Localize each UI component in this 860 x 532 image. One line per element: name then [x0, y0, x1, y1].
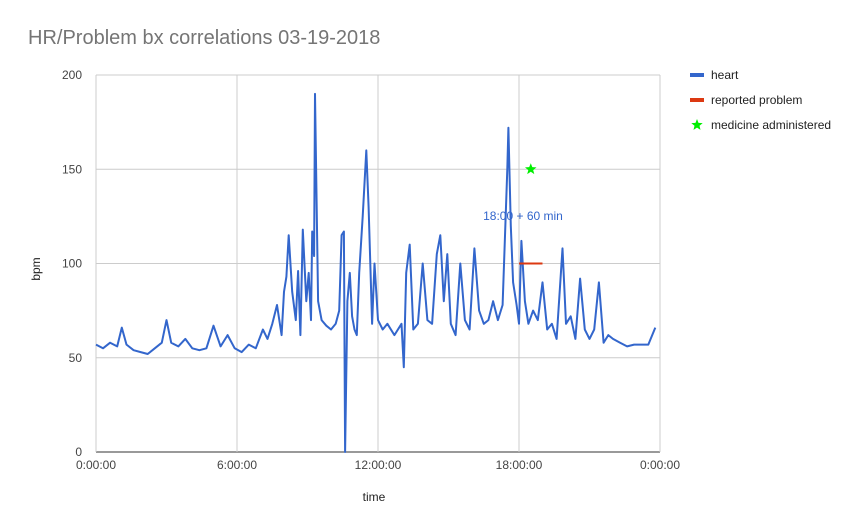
- x-tick-label: 0:00:00: [76, 458, 116, 472]
- legend: heart reported problem medicine administer…: [690, 68, 831, 132]
- legend-swatch: [690, 98, 704, 102]
- series-line-0: [95, 92, 657, 453]
- y-tick-label: 50: [69, 351, 83, 365]
- annotations: 18:00 + 60 min: [483, 209, 563, 223]
- x-axis-label: time: [363, 490, 386, 504]
- y-tick-label: 100: [62, 257, 82, 271]
- y-axis-label: bpm: [29, 257, 43, 280]
- legend-label: heart: [711, 68, 739, 82]
- y-tick-labels: 0 50 100 150 200: [62, 68, 82, 459]
- x-tick-label: 6:00:00: [217, 458, 257, 472]
- y-tick-label: 200: [62, 68, 82, 82]
- y-tick-label: 0: [75, 445, 82, 459]
- legend-swatch: [690, 73, 704, 77]
- grid: [95, 74, 661, 453]
- legend-label: medicine administered: [711, 118, 831, 132]
- x-tick-labels: 0:00:00 6:00:00 12:00:00 18:00:00 0:00:00: [76, 458, 680, 472]
- x-tick-label: 0:00:00: [640, 458, 680, 472]
- x-tick-label: 18:00:00: [496, 458, 543, 472]
- annotation-label: 18:00 + 60 min: [483, 209, 563, 223]
- legend-star-icon: [691, 119, 703, 130]
- chart-title: HR/Problem bx correlations 03-19-2018: [28, 27, 381, 49]
- x-tick-label: 12:00:00: [355, 458, 402, 472]
- series-group: [95, 92, 657, 453]
- medicine-marker-star: [525, 163, 537, 175]
- legend-label: reported problem: [711, 93, 802, 107]
- y-tick-label: 150: [62, 162, 82, 176]
